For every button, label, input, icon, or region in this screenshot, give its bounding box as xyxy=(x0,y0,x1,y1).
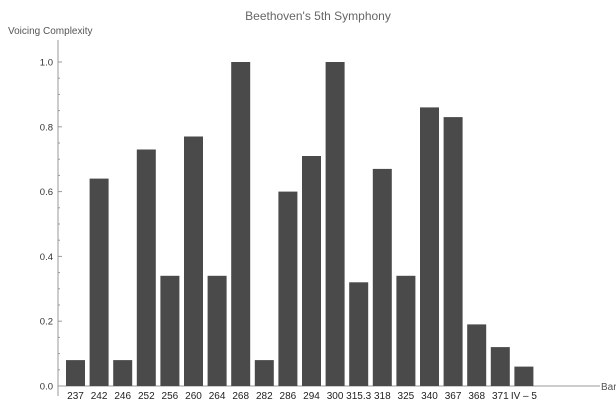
bar xyxy=(467,324,487,386)
x-tick-label: 286 xyxy=(280,391,297,402)
y-tick-label: 0.0 xyxy=(40,382,53,393)
bar xyxy=(136,149,156,386)
bars xyxy=(66,62,534,387)
bar xyxy=(349,282,369,386)
bar xyxy=(254,360,274,386)
bar xyxy=(325,62,345,386)
x-tick-label: 318 xyxy=(374,391,391,402)
bar xyxy=(490,347,510,386)
x-tick-label: IV – 5 xyxy=(511,391,538,402)
y-tick-label: 0.8 xyxy=(40,122,53,133)
x-tick-label: 367 xyxy=(445,391,462,402)
y-axis-label: Voicing Complexity xyxy=(8,26,92,37)
bar xyxy=(302,156,321,386)
bar xyxy=(372,168,392,386)
x-tick-label: 246 xyxy=(114,391,131,402)
x-tick-label: 237 xyxy=(67,391,84,402)
x-axis-label: Bar xyxy=(601,382,616,393)
bar xyxy=(514,366,534,386)
x-tick-labels: 237 242 246 252 256 260 264 268 282 286 294 300 315.… xyxy=(67,391,537,402)
y-tick-label: 1.0 xyxy=(40,58,53,69)
x-tick-label: 368 xyxy=(468,391,485,402)
bar xyxy=(184,136,203,386)
x-tick-label: 252 xyxy=(138,391,155,402)
bar xyxy=(420,107,439,387)
bar xyxy=(396,275,416,386)
y-tick-label: 0.6 xyxy=(40,187,53,198)
bar xyxy=(160,275,180,386)
x-tick-label: 264 xyxy=(209,391,226,402)
x-tick-label: 260 xyxy=(185,391,202,402)
bar xyxy=(207,275,227,386)
chart-title: Beethoven's 5th Symphony xyxy=(245,9,391,23)
x-tick-label: 340 xyxy=(421,391,438,402)
x-tick-label: 256 xyxy=(162,391,179,402)
x-tick-label: 371 xyxy=(492,391,509,402)
y-tick-label: 0.2 xyxy=(40,317,53,328)
x-tick-label: 294 xyxy=(303,391,320,402)
bar xyxy=(443,117,463,386)
x-tick-label: 315.3 xyxy=(346,391,371,402)
y-ticks: 0.0 0.2 0.4 0.6 0.8 1.0 xyxy=(40,58,62,393)
x-tick-label: 268 xyxy=(232,391,249,402)
bar xyxy=(278,191,298,386)
bar xyxy=(231,62,251,386)
bar xyxy=(89,178,109,386)
y-tick-label: 0.4 xyxy=(40,252,53,263)
x-tick-label: 242 xyxy=(91,391,108,402)
x-tick-label: 282 xyxy=(256,391,273,402)
x-tick-label: 300 xyxy=(327,391,344,402)
bar xyxy=(113,360,133,386)
bar xyxy=(66,360,85,386)
x-tick-label: 325 xyxy=(398,391,415,402)
